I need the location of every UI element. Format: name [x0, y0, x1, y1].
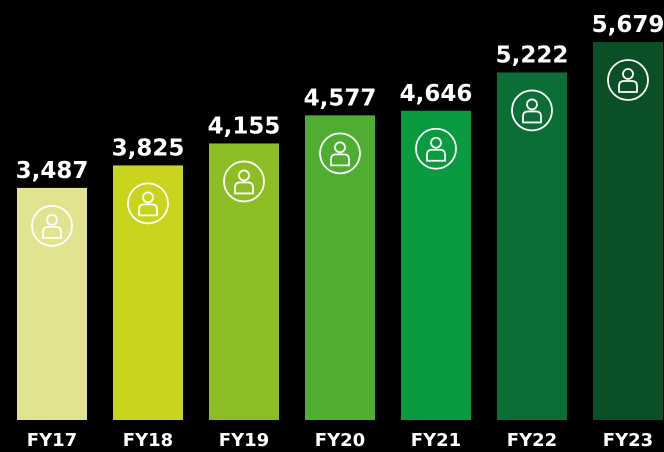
icon-body: [522, 110, 542, 124]
icon-ring: [415, 127, 457, 170]
icon-head: [622, 68, 634, 80]
icon-body: [426, 148, 446, 162]
icon-body: [330, 153, 350, 167]
icon-head: [526, 98, 538, 111]
icon-ring: [31, 205, 73, 247]
bar: [209, 143, 279, 421]
bar: [593, 42, 663, 420]
icon-head: [238, 169, 250, 182]
icon-ring: [223, 160, 265, 203]
value-label: 3,825: [112, 135, 185, 161]
icon-ring: [607, 59, 649, 101]
x-tick-label: FY22: [507, 430, 557, 451]
person-icon: [319, 132, 361, 175]
bar: [113, 165, 183, 420]
person-icon: [31, 205, 73, 247]
person-icon: [607, 59, 649, 101]
person-icon: [127, 182, 169, 225]
icon-body: [42, 226, 62, 239]
x-tick-label: FY21: [411, 430, 461, 451]
person-icon: [511, 89, 553, 132]
bar: [401, 110, 471, 420]
icon-head: [430, 136, 442, 149]
icon-head: [334, 141, 346, 154]
icon-ring: [319, 132, 361, 175]
person-icon: [223, 160, 265, 203]
icon-body: [618, 80, 638, 93]
bar: [305, 115, 375, 421]
x-tick-label: FY18: [123, 430, 173, 451]
x-tick-label: FY20: [315, 430, 365, 451]
icon-body: [138, 203, 158, 217]
value-label: 4,577: [304, 85, 377, 111]
icon-ring: [511, 89, 553, 132]
x-tick-label: FY17: [27, 430, 77, 451]
icon-body: [234, 181, 254, 195]
bar: [497, 72, 567, 420]
x-tick-label: FY19: [219, 430, 269, 451]
value-label: 5,222: [496, 42, 569, 68]
icon-head: [46, 214, 58, 226]
value-label: 4,155: [208, 113, 281, 139]
value-label: 5,679: [592, 12, 664, 38]
person-icon: [415, 127, 457, 170]
icon-head: [142, 191, 154, 204]
icon-ring: [127, 182, 169, 225]
value-label: 3,487: [16, 158, 89, 184]
value-label: 4,646: [400, 81, 473, 107]
x-tick-label: FY23: [603, 430, 653, 451]
bar: [17, 187, 87, 420]
